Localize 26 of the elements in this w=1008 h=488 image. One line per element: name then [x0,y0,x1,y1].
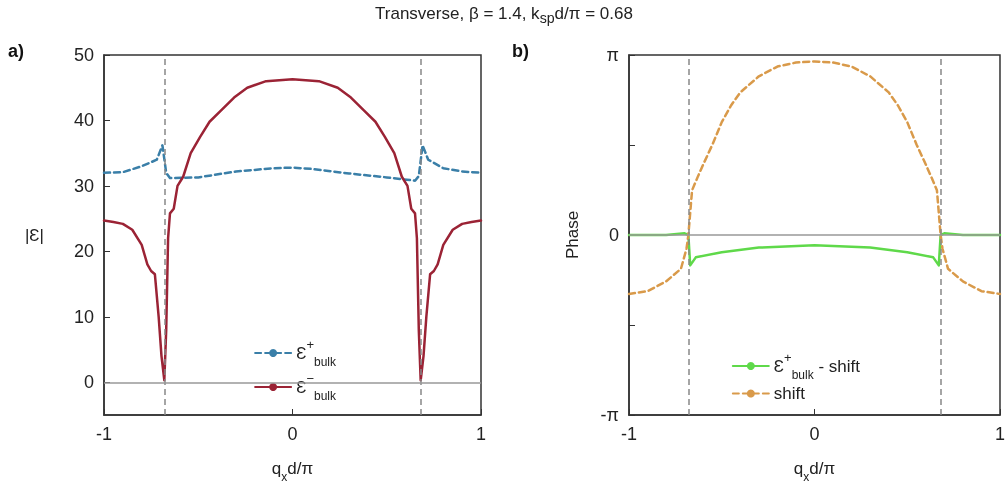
legend-label: Ɛ+bulk - shift [773,350,861,382]
y-axis-title: |Ɛ| [24,225,44,245]
text: a) [8,41,25,61]
chart-title: Transverse, β = 1.4, k$_{sp}$d/π = 0.68 [374,4,634,27]
y-tick-label: 50 [73,45,94,65]
y-tick-label: 20 [73,241,94,262]
y-tick-label: 10 [73,306,94,327]
y-tick-label: 40 [73,110,94,131]
y-axis-title: Phase [563,210,582,260]
legend-label: Ɛ+bulk [296,337,337,369]
x-tick-label: -1 [620,424,638,444]
x-tick-label: 0 [287,424,298,444]
line-series [102,77,483,382]
legend-label: Ɛ−bulk [296,371,337,403]
x-tick-label: -1 [95,424,113,444]
line-series [627,60,1002,296]
x-tick-label: 1 [994,424,1005,444]
x-tick-label: 1 [475,424,487,444]
y-tick-label: -π [600,405,619,425]
y-tick-label: 0 [83,372,94,393]
legend-label: shift [773,384,806,403]
y-tick-label: 30 [73,175,94,196]
text: b) [512,41,529,61]
y-tick-label: 0 [608,225,619,245]
x-tick-label: 0 [809,424,820,444]
y-tick-label: π [606,45,619,65]
